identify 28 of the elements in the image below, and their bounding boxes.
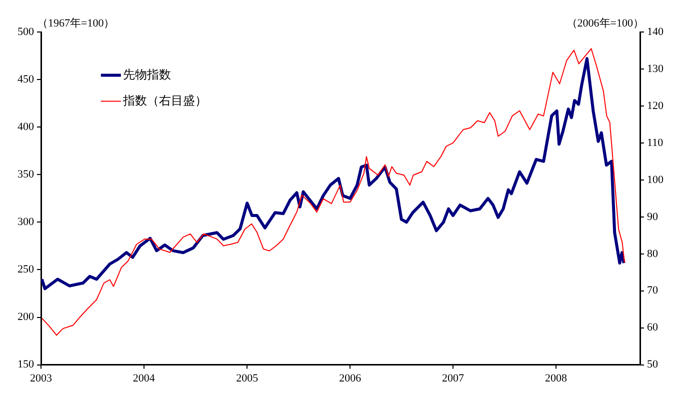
y-tick-label: 300 [18,216,34,228]
y2-tick-label: 140 [647,26,664,38]
y2-tick-label: 80 [647,248,658,260]
legend-label: 先物指数 [122,67,171,82]
y2-tick-label: 60 [647,322,658,334]
y2-axis-title: （2006年=100） [566,17,644,30]
y2-tick-label: 110 [647,136,664,149]
y2-tick-label: 90 [647,210,658,223]
x-tick-label: 2006 [339,372,362,384]
y-tick-label: 150 [18,358,34,371]
y2-tick-label: 100 [647,174,664,186]
x-tick-label: 2003 [30,372,52,384]
y2-tick-label: 120 [647,100,664,112]
x-tick-label: 2005 [236,372,259,384]
y2-tick-label: 50 [647,358,658,371]
y-tick-label: 250 [18,264,34,276]
x-tick-label: 2004 [132,372,156,384]
y-tick-label: 350 [18,168,34,181]
y-axis-title: （1967年=100） [37,17,115,30]
x-tick-label: 2007 [442,372,465,384]
y-tick-label: 500 [18,26,34,38]
y-tick-label: 200 [18,311,34,324]
y-tick-label: 450 [18,73,34,86]
y2-tick-label: 70 [647,284,658,297]
y2-tick-label: 130 [647,62,664,75]
x-tick-label: 2008 [544,372,568,384]
legend-label: 指数（右目盛） [122,93,207,108]
y-tick-label: 400 [18,120,34,133]
